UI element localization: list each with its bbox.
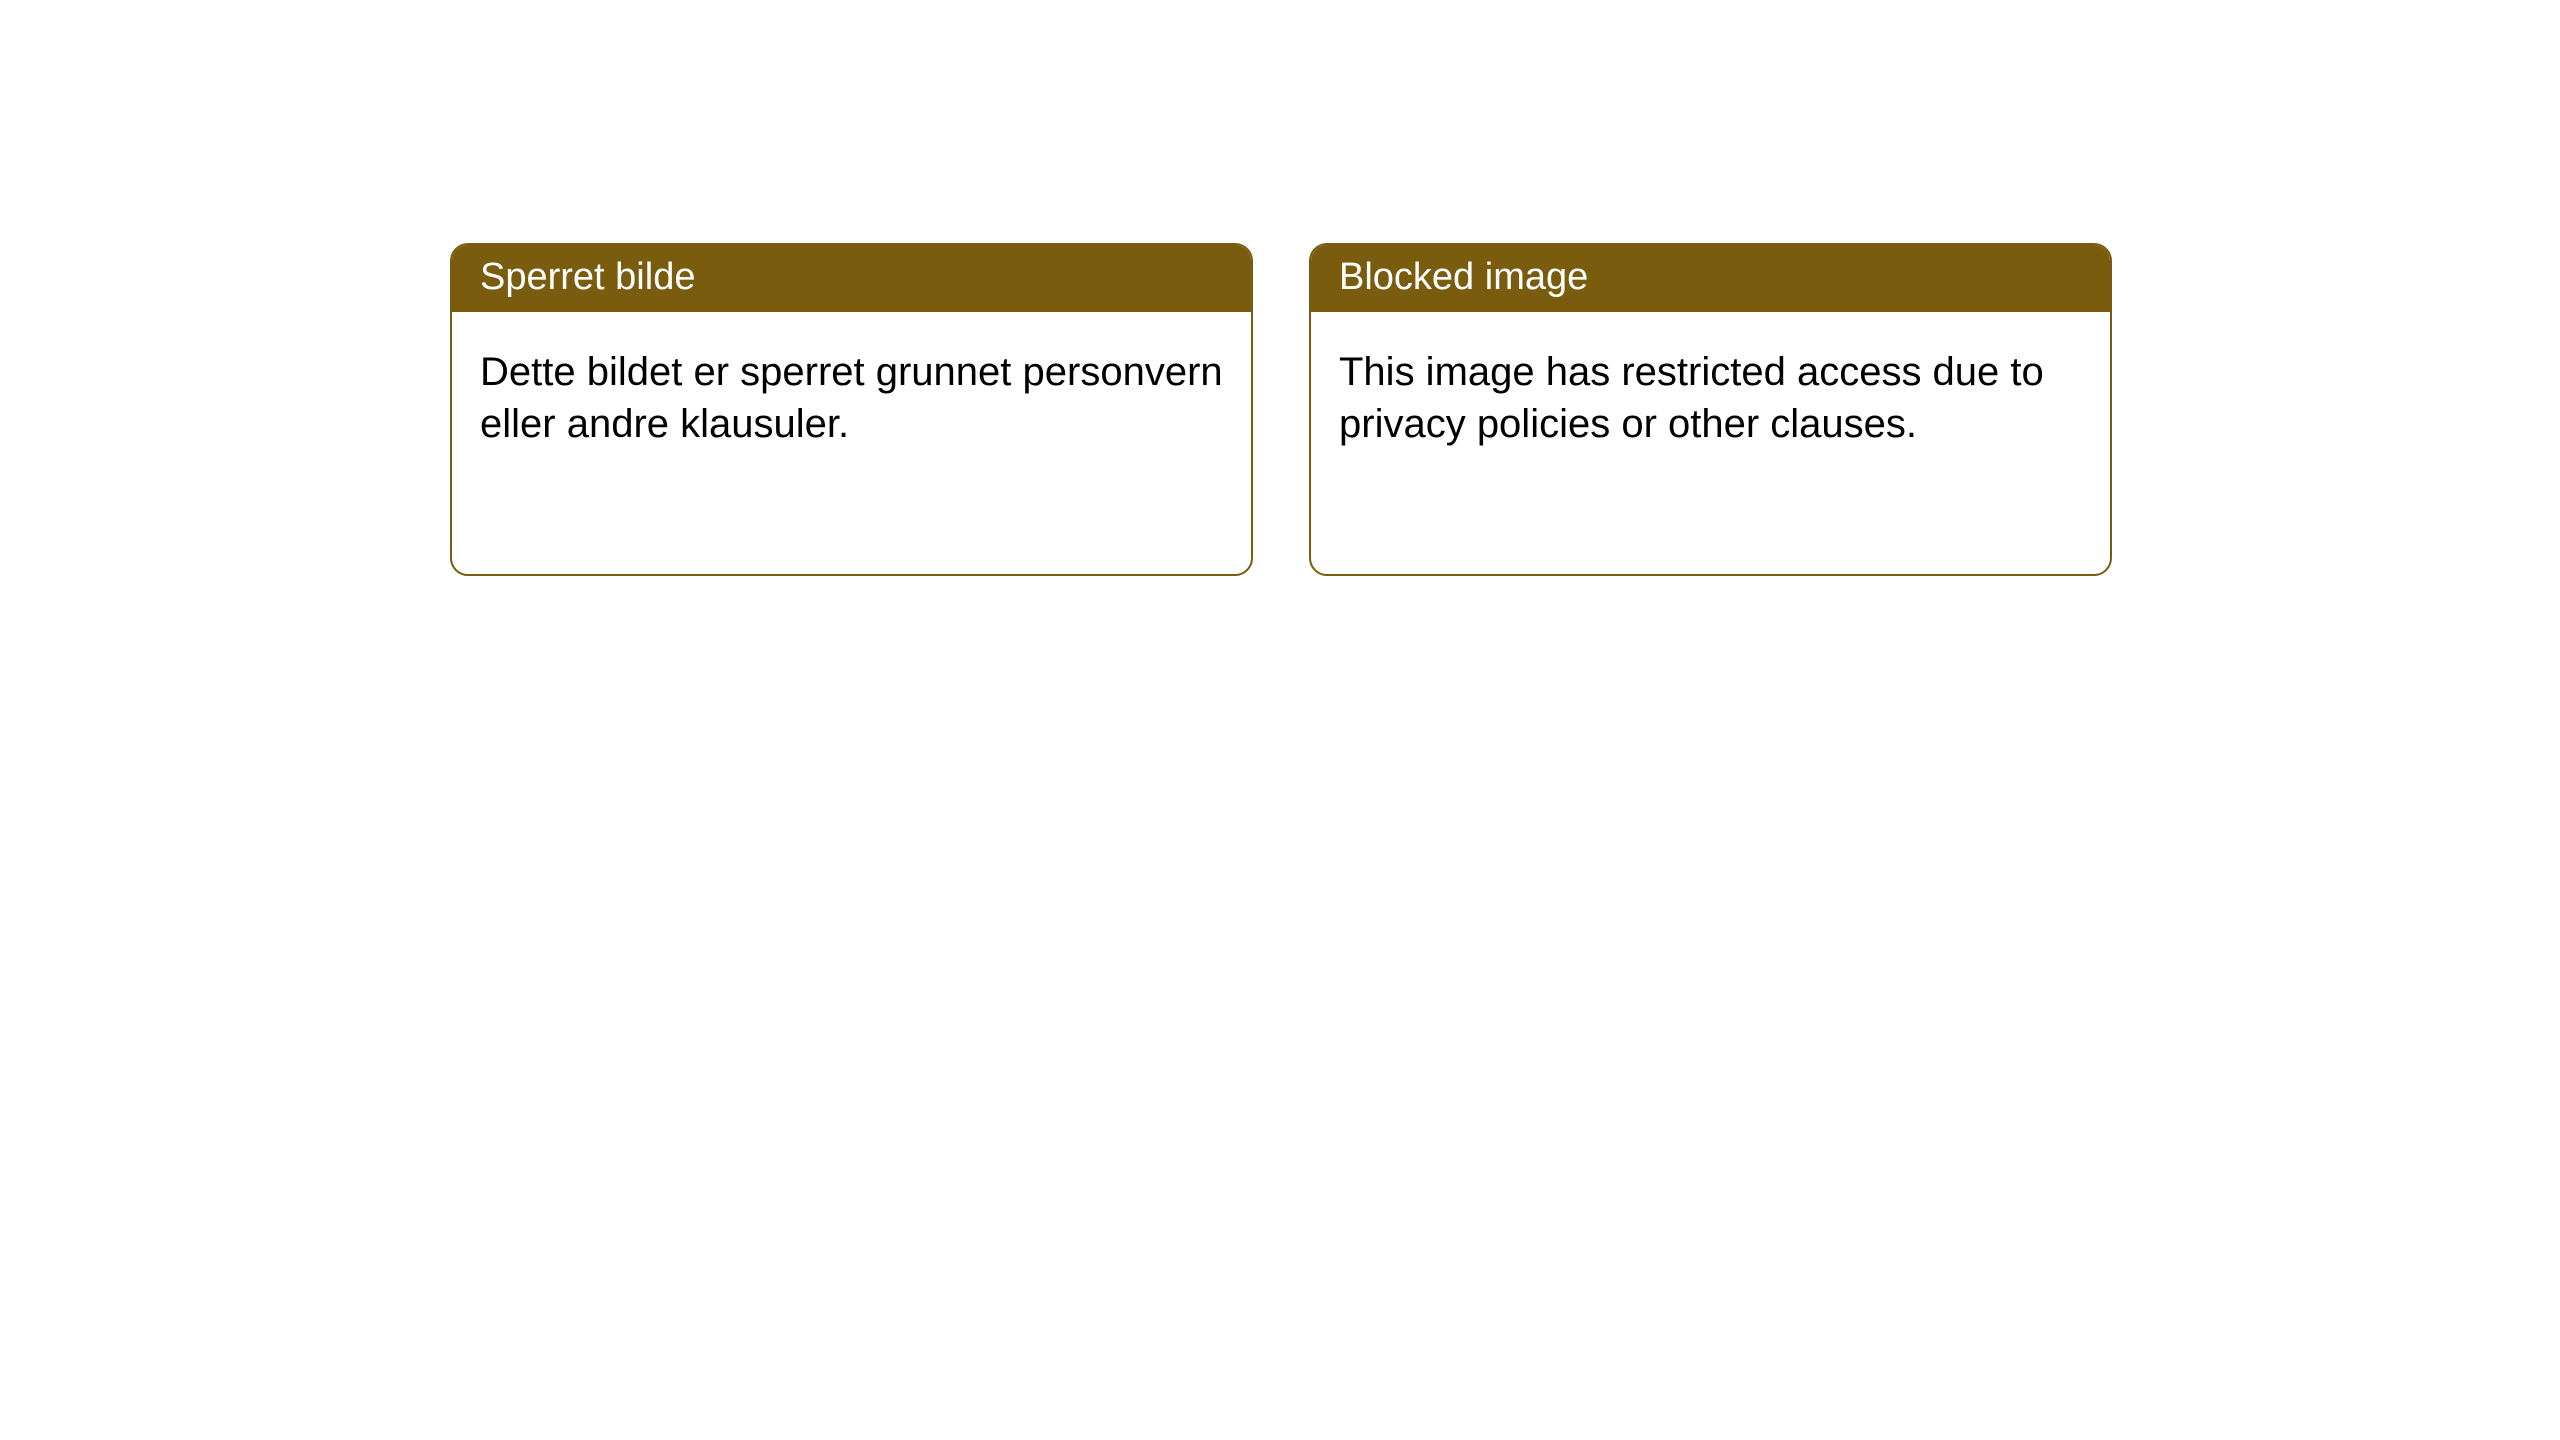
notice-body: Dette bildet er sperret grunnet personve… (452, 312, 1251, 484)
notice-card-english: Blocked image This image has restricted … (1309, 243, 2112, 576)
notice-body: This image has restricted access due to … (1311, 312, 2110, 484)
notice-title: Blocked image (1311, 245, 2110, 312)
notice-title: Sperret bilde (452, 245, 1251, 312)
notice-card-norwegian: Sperret bilde Dette bildet er sperret gr… (450, 243, 1253, 576)
notice-container: Sperret bilde Dette bildet er sperret gr… (0, 0, 2560, 576)
